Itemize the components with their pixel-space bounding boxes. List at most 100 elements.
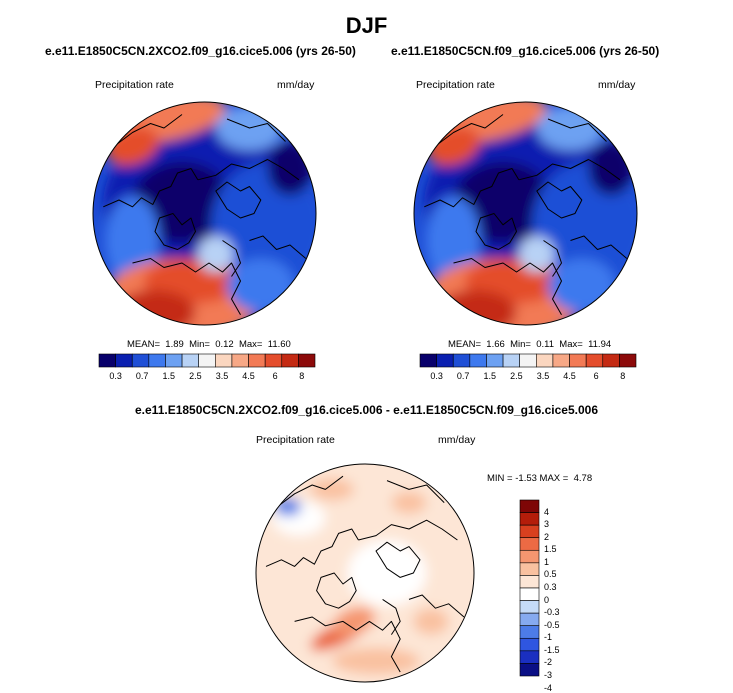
precip-field-region — [114, 290, 196, 325]
map-border — [255, 463, 475, 683]
panel1-mean: 1.89 — [165, 339, 184, 350]
coastline — [475, 213, 517, 250]
precip-field-region — [310, 478, 354, 501]
colorbar-swatch — [436, 353, 454, 368]
colorbar-swatch — [519, 637, 540, 652]
panel1-max: 11.60 — [267, 339, 291, 350]
panel2-max: 11.94 — [588, 339, 612, 350]
coastline — [382, 598, 401, 635]
max-label: Max= — [238, 339, 263, 350]
diff-panel-title: e.e11.E1850C5CN.2XCO2.f09_g16.cice5.006 … — [135, 403, 598, 417]
colorbar-swatch — [519, 562, 540, 576]
coastline — [408, 594, 465, 618]
precip-field-region — [332, 606, 376, 636]
colorbar-swatch — [98, 353, 116, 368]
colorbar-tick-label: 0.7 — [135, 371, 149, 381]
precip-field-region — [518, 236, 555, 272]
mean-label: MEAN= — [127, 339, 160, 350]
min-label: Min= — [510, 339, 531, 350]
colorbar-tick-label: 8 — [299, 371, 305, 381]
colorbar-swatch — [602, 353, 620, 368]
colorbar-tick-label: 4.5 — [563, 371, 576, 381]
diff-colorbar — [519, 499, 540, 677]
coastline — [386, 480, 445, 503]
colorbar-tick-label: -1.5 — [544, 644, 560, 655]
panel2-colorbar — [419, 353, 637, 368]
coastline — [249, 235, 307, 259]
colorbar-tick-label: 0.3 — [430, 371, 443, 381]
panel2-mean: 1.66 — [486, 339, 505, 350]
colorbar-tick-label: 4.5 — [242, 371, 255, 381]
coastline — [547, 118, 607, 142]
coastline — [424, 168, 520, 208]
coastline — [222, 240, 241, 277]
diff-max: 4.78 — [573, 473, 593, 484]
colorbar-tick-label: 4 — [544, 506, 550, 517]
colorbar-swatch — [519, 612, 540, 627]
colorbar-tick-label: 0.3 — [544, 582, 557, 592]
colorbar-swatch — [502, 353, 520, 368]
precip-field-region — [453, 161, 553, 243]
colorbar-swatch — [585, 353, 604, 368]
coastline — [154, 213, 196, 250]
colorbar-swatch — [165, 353, 183, 368]
precip-field-region — [347, 540, 427, 606]
min-label: MIN = — [487, 473, 513, 484]
coastline — [536, 181, 583, 219]
panel1-colorbar — [98, 353, 316, 368]
colorbar-tick-label: 1.5 — [544, 544, 557, 555]
colorbar-tick-label: 3.5 — [215, 371, 229, 381]
panel1-stats: MEAN= 1.89 Min= 0.12 Max= 11.60 — [127, 339, 291, 350]
diff-panel-units: mm/day — [438, 434, 476, 446]
colorbar-swatch — [181, 353, 199, 368]
colorbar-tick-label: 1.5 — [483, 371, 497, 381]
colorbar-tick-label: 6 — [272, 371, 278, 381]
colorbar-swatch — [248, 353, 266, 368]
colorbar-tick-label: 2.5 — [510, 371, 523, 381]
colorbar-swatch — [298, 353, 316, 368]
colorbar-tick-label: 2 — [544, 531, 550, 542]
precip-field-region — [548, 258, 616, 313]
diff-polar-map — [255, 463, 475, 683]
panel1-title: e.e11.E1850C5CN.2XCO2.f09_g16.cice5.006 … — [45, 44, 356, 58]
colorbar-tick-label: -3 — [544, 670, 553, 680]
colorbar-swatch — [231, 353, 249, 368]
coastline — [294, 616, 401, 673]
min-label: Min= — [189, 339, 210, 350]
colorbar-tick-label: 3.5 — [536, 371, 550, 381]
colorbar-tick-label: -4 — [544, 682, 553, 693]
colorbar-tick-label: 6 — [593, 371, 599, 381]
colorbar-tick-label: -0.5 — [544, 619, 560, 630]
coastline — [375, 541, 421, 578]
precip-field-region — [435, 290, 517, 325]
colorbar-swatch — [469, 353, 487, 368]
coastline — [132, 258, 241, 316]
coastline — [103, 168, 199, 208]
colorbar-swatch — [215, 353, 233, 368]
coastline — [435, 114, 504, 147]
colorbar-swatch — [519, 537, 540, 551]
colorbar-swatch — [519, 600, 540, 614]
precip-field-region — [197, 236, 234, 272]
precip-field-region — [413, 608, 449, 635]
colorbar-tick-label: 0.5 — [544, 569, 557, 580]
coastline — [197, 159, 300, 181]
colorbar-tick-label: 2.5 — [189, 371, 202, 381]
colorbar-swatch — [536, 353, 554, 368]
coastline — [316, 572, 357, 609]
coastline — [226, 118, 286, 142]
coastline — [570, 235, 628, 259]
precip-field-region — [227, 258, 295, 313]
panel2-units: mm/day — [598, 79, 636, 91]
colorbar-swatch — [519, 499, 540, 513]
panel2-min: 0.11 — [536, 339, 554, 350]
panel1-min: 0.12 — [215, 339, 234, 350]
colorbar-swatch — [519, 587, 540, 601]
map-border — [92, 101, 317, 326]
colorbar-swatch — [486, 353, 504, 368]
precip-field-region — [391, 491, 427, 514]
colorbar-swatch — [452, 353, 471, 368]
colorbar-swatch — [519, 575, 540, 589]
colorbar-tick-label: 8 — [620, 371, 626, 381]
coastline — [453, 258, 562, 316]
